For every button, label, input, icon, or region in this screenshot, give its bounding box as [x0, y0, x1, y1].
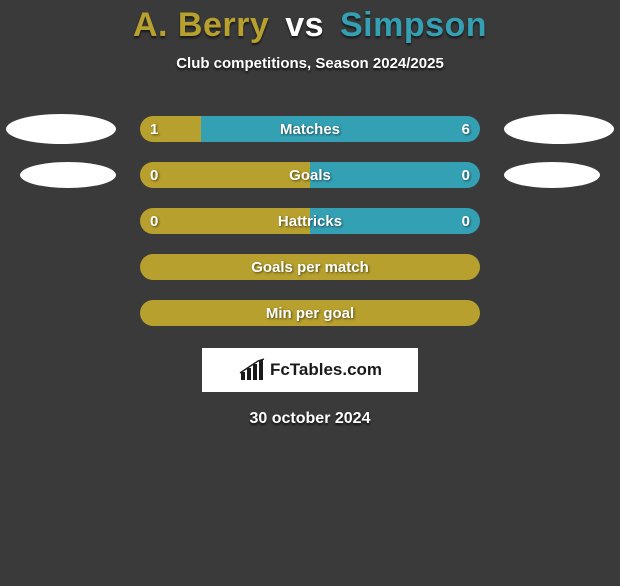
stat-row: Matches1 6 — [0, 116, 620, 142]
player1-badge — [20, 162, 116, 188]
stat-bar: Hattricks — [140, 208, 480, 234]
stat-row: Goals per match — [0, 254, 620, 280]
stat-bar-right — [310, 208, 480, 234]
brand-box: FcTables.com — [202, 348, 418, 392]
stat-bar: Goals — [140, 162, 480, 188]
vs-label: vs — [285, 6, 324, 44]
stat-bar-right — [310, 162, 480, 188]
brand-chart-icon — [238, 358, 266, 382]
player2-badge — [504, 114, 614, 144]
player1-badge — [6, 114, 116, 144]
stat-row: Min per goal — [0, 300, 620, 326]
stat-value-right: 0 — [462, 162, 470, 188]
stat-row: Goals0 0 — [0, 162, 620, 188]
stat-bar-right — [201, 116, 480, 142]
date-label: 30 october 2024 — [0, 410, 620, 428]
stat-value-left: 1 — [150, 116, 158, 142]
stat-value-right: 6 — [462, 116, 470, 142]
comparison-title: A. Berry vs Simpson — [0, 6, 620, 45]
stat-bar: Min per goal — [140, 300, 480, 326]
stat-bar: Matches — [140, 116, 480, 142]
stat-value-left: 0 — [150, 162, 158, 188]
stat-value-right: 0 — [462, 208, 470, 234]
stat-rows: Matches16Goals00Hattricks00Goals per mat… — [0, 116, 620, 326]
stat-value-left: 0 — [150, 208, 158, 234]
player2-badge — [504, 162, 600, 188]
brand-text: FcTables.com — [270, 360, 382, 380]
subtitle: Club competitions, Season 2024/2025 — [0, 55, 620, 72]
player2-name: Simpson — [340, 6, 487, 44]
stat-row: Hattricks0 0 — [0, 208, 620, 234]
stat-bar-left — [140, 254, 480, 280]
stat-bar-left — [140, 208, 310, 234]
stat-bar-left — [140, 300, 480, 326]
stat-bar-left — [140, 162, 310, 188]
stat-bar: Goals per match — [140, 254, 480, 280]
player1-name: A. Berry — [133, 6, 269, 44]
